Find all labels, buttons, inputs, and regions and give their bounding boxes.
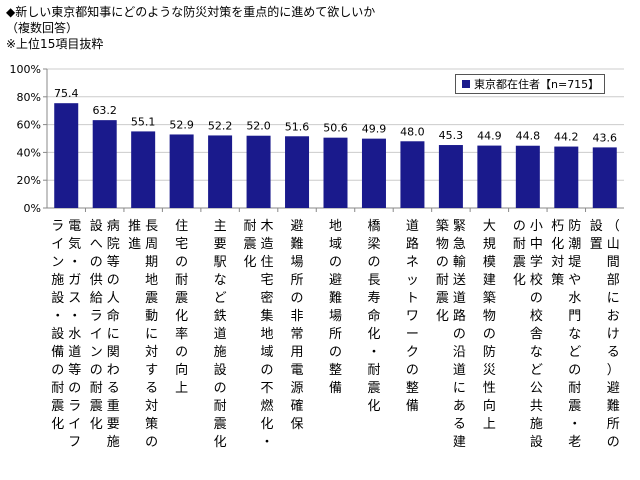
bar bbox=[477, 145, 502, 208]
legend: 東京都在住者【n=715】 bbox=[455, 74, 605, 94]
bar bbox=[554, 146, 579, 208]
svg-text:電気・ガス・水道等のライフ: 電気・ガス・水道等のライフ bbox=[68, 219, 81, 450]
svg-text:朽化対策: 朽化対策 bbox=[551, 219, 564, 288]
svg-text:推進: 推進 bbox=[128, 219, 141, 252]
bar bbox=[169, 134, 194, 208]
svg-text:（山間部における）避難所の: （山間部における）避難所の bbox=[607, 219, 620, 450]
bar bbox=[246, 135, 271, 208]
svg-text:小中学校の校舎など公共施設: 小中学校の校舎など公共施設 bbox=[530, 219, 543, 450]
data-label: 44.9 bbox=[477, 130, 502, 143]
svg-text:設置: 設置 bbox=[590, 218, 603, 252]
y-tick-label: 0% bbox=[24, 202, 41, 215]
bar bbox=[131, 131, 156, 208]
data-label: 63.2 bbox=[92, 104, 117, 117]
data-label: 51.6 bbox=[285, 120, 310, 133]
x-tick-label: 地域の避難場所の整備 bbox=[329, 219, 342, 396]
bar bbox=[438, 145, 463, 208]
chart-note: ※上位15項目抜粋 bbox=[6, 37, 104, 51]
svg-text:築物の耐震化: 築物の耐震化 bbox=[436, 219, 449, 324]
bar bbox=[285, 136, 310, 208]
x-tick-label: 大規模建築物の防災性向上 bbox=[483, 219, 496, 432]
y-tick-label: 80% bbox=[17, 91, 41, 104]
data-label: 44.8 bbox=[516, 130, 541, 143]
bar bbox=[208, 135, 233, 208]
data-label: 44.2 bbox=[554, 131, 579, 144]
bar bbox=[54, 103, 79, 208]
svg-text:の耐震化: の耐震化 bbox=[513, 219, 526, 288]
x-tick-label: 木造住宅密集地域の不燃化・耐震化 bbox=[244, 219, 274, 450]
svg-text:ライン施設・設備の耐震化: ライン施設・設備の耐震化 bbox=[51, 219, 64, 432]
legend-label: 東京都在住者【n=715】 bbox=[474, 78, 600, 91]
bar bbox=[592, 147, 617, 208]
data-label: 55.1 bbox=[131, 115, 156, 128]
svg-text:避難場所の非常用電源確保: 避難場所の非常用電源確保 bbox=[291, 219, 304, 432]
svg-text:主要駅など鉄道施設の耐震化: 主要駅など鉄道施設の耐震化 bbox=[214, 219, 227, 450]
x-tick-label: 避難場所の非常用電源確保 bbox=[291, 219, 304, 432]
x-tick-label: 橋梁の長寿命化・耐震化 bbox=[367, 219, 380, 414]
svg-text:道路ネットワークの整備: 道路ネットワークの整備 bbox=[406, 219, 419, 414]
svg-text:病院等の人命に関わる重要施: 病院等の人命に関わる重要施 bbox=[107, 219, 120, 450]
data-label: 52.2 bbox=[208, 119, 233, 132]
svg-text:耐震化: 耐震化 bbox=[244, 219, 257, 270]
x-tick-label: 主要駅など鉄道施設の耐震化 bbox=[214, 219, 227, 450]
y-tick-label: 100% bbox=[10, 63, 41, 76]
bar bbox=[92, 120, 117, 208]
bar bbox=[515, 145, 540, 208]
svg-text:住宅の耐震化率の向上: 住宅の耐震化率の向上 bbox=[175, 219, 188, 396]
svg-text:緊急輸送道路の沿道にある建: 緊急輸送道路の沿道にある建 bbox=[453, 219, 466, 450]
bar bbox=[361, 138, 386, 208]
svg-text:防潮堤や水門などの耐震・老: 防潮堤や水門などの耐震・老 bbox=[568, 218, 581, 450]
svg-text:長周期地震動に対する対策の: 長周期地震動に対する対策の bbox=[145, 219, 158, 450]
data-label: 52.0 bbox=[246, 120, 271, 133]
chart-header: ◆新しい東京都知事にどのような防災対策を重点的に進めて欲しいか （複数回答） ※… bbox=[6, 4, 375, 52]
chart-title: ◆新しい東京都知事にどのような防災対策を重点的に進めて欲しいか bbox=[6, 5, 376, 19]
svg-text:大規模建築物の防災性向上: 大規模建築物の防災性向上 bbox=[483, 219, 496, 432]
x-tick-label: 道路ネットワークの整備 bbox=[406, 219, 419, 414]
chart-subtitle: （複数回答） bbox=[6, 21, 79, 35]
data-label: 50.6 bbox=[323, 122, 348, 135]
y-tick-label: 60% bbox=[17, 119, 41, 132]
x-tick-label: 住宅の耐震化率の向上 bbox=[175, 219, 188, 396]
data-label: 75.4 bbox=[54, 87, 79, 100]
svg-text:木造住宅密集地域の不燃化・: 木造住宅密集地域の不燃化・ bbox=[261, 219, 274, 450]
y-tick-label: 40% bbox=[17, 146, 41, 159]
data-label: 43.6 bbox=[593, 131, 618, 144]
svg-text:地域の避難場所の整備: 地域の避難場所の整備 bbox=[329, 219, 342, 396]
data-label: 52.9 bbox=[169, 118, 194, 131]
svg-text:設への供給ラインの耐震化: 設への供給ラインの耐震化 bbox=[90, 218, 103, 432]
data-label: 45.3 bbox=[439, 129, 464, 142]
bar bbox=[400, 141, 425, 208]
data-label: 48.0 bbox=[400, 125, 425, 138]
bar bbox=[323, 137, 348, 208]
y-tick-label: 20% bbox=[17, 174, 41, 187]
legend-swatch bbox=[462, 80, 470, 88]
data-label: 49.9 bbox=[362, 123, 387, 136]
svg-text:橋梁の長寿命化・耐震化: 橋梁の長寿命化・耐震化 bbox=[367, 219, 380, 414]
